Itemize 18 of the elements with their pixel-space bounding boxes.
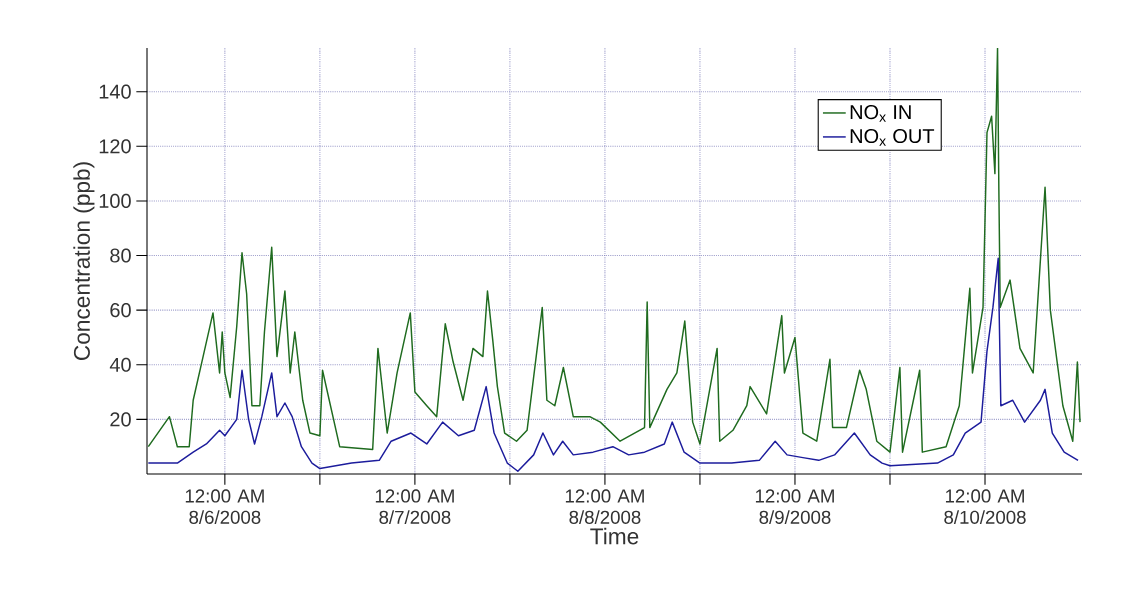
legend-label: NO$_{x}$ IN: [850, 104, 911, 122]
y-tick-label: 40: [109, 357, 131, 372]
y-tick-label: 20: [110, 412, 131, 427]
x-axis-title: Time: [590, 527, 639, 545]
y-tick-label: 120: [99, 139, 131, 154]
legend-label: NO$_{x}$ OUT: [850, 128, 935, 146]
x-tick-label: 12:00 AM 8/6/2008: [185, 489, 264, 524]
y-tick-label: 100: [99, 193, 131, 208]
x-tick-label: 12:00 AM 8/9/2008: [755, 489, 834, 524]
y-tick-label: 80: [110, 248, 131, 263]
x-tick-label: 12:00 AM 8/8/2008: [565, 489, 644, 524]
y-axis-title: Concentration (ppb): [73, 162, 95, 361]
line-series: [147, 257, 1079, 473]
x-tick-label: 12:00 AM 8/7/2008: [375, 489, 454, 524]
y-tick-label: 140: [99, 84, 131, 99]
line-series: [147, 48, 1081, 453]
x-tick-label: 12:00 AM 8/10/2008: [944, 489, 1026, 524]
y-tick-label: 60: [110, 303, 131, 318]
